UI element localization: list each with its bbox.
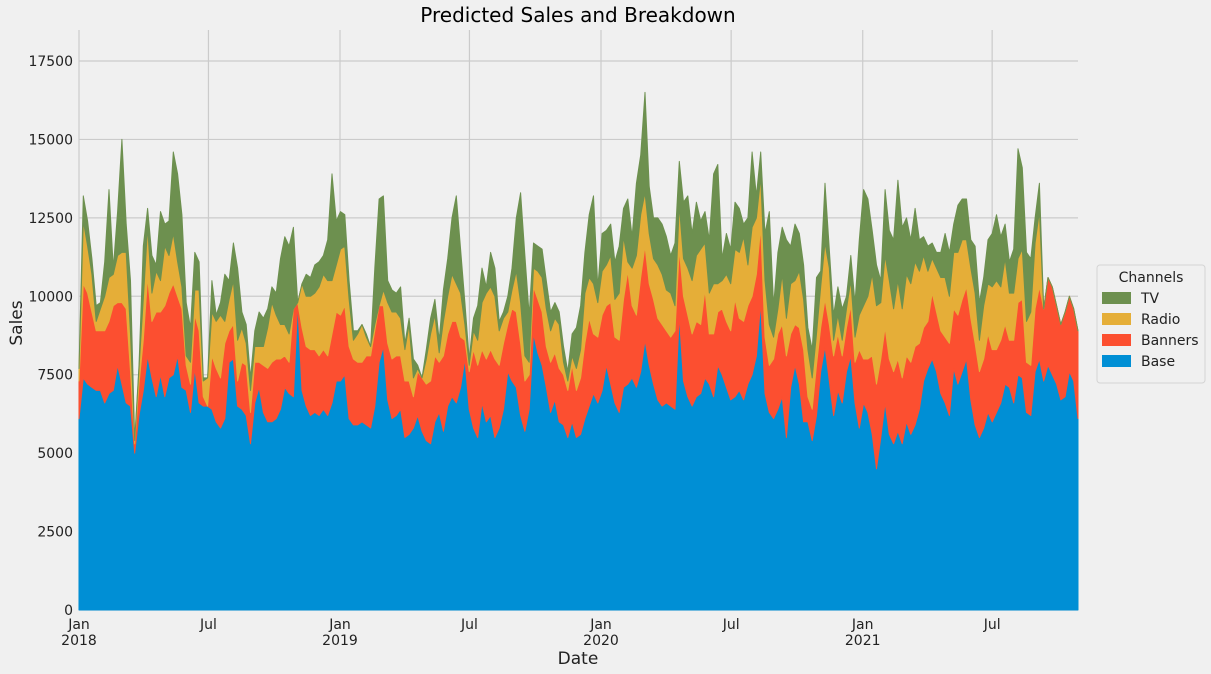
- legend: Channels TV Radio Banners Base: [1096, 264, 1206, 384]
- y-tick-label: 5000: [37, 446, 73, 462]
- legend-title: Channels: [1119, 270, 1184, 286]
- x-tick-label: Jul: [199, 617, 217, 633]
- y-axis-label: Sales: [7, 300, 27, 345]
- y-tick-label: 12500: [28, 211, 73, 227]
- y-tick-label: 7500: [37, 368, 73, 384]
- x-tick-label: Jan: [589, 617, 612, 633]
- y-tick-label: 15000: [28, 132, 73, 148]
- legend-entry-tv: TV: [1140, 291, 1160, 307]
- x-axis-label: Date: [558, 649, 599, 669]
- y-tick-label: 10000: [28, 289, 73, 305]
- x-tick-year-label: 2021: [845, 633, 881, 649]
- y-axis-ticks: 0 2500 5000 7500 10000 12500 15000 17500: [28, 54, 73, 619]
- x-tick-year-label: 2019: [322, 633, 358, 649]
- legend-entry-banners: Banners: [1141, 333, 1199, 349]
- x-tick-label: Jan: [328, 617, 351, 633]
- legend-swatch-base: [1102, 355, 1131, 367]
- x-tick-label: Jan: [851, 617, 874, 633]
- legend-swatch-tv: [1102, 292, 1131, 304]
- x-tick-year-label: 2020: [583, 633, 619, 649]
- legend-swatch-banners: [1102, 334, 1131, 346]
- legend-entry-radio: Radio: [1141, 312, 1180, 328]
- y-tick-label: 2500: [37, 525, 73, 541]
- x-tick-label: Jan: [67, 617, 90, 633]
- chart-title: Predicted Sales and Breakdown: [420, 3, 735, 27]
- x-tick-label: Jul: [722, 617, 740, 633]
- y-tick-label: 17500: [28, 54, 73, 70]
- legend-swatch-radio: [1102, 313, 1131, 325]
- area-series: [78, 91, 1079, 611]
- x-tick-year-label: 2018: [61, 633, 97, 649]
- y-tick-label: 0: [64, 603, 73, 619]
- area-tv: [78, 91, 1079, 442]
- x-tick-label: Jul: [460, 617, 478, 633]
- legend-entry-base: Base: [1141, 354, 1175, 370]
- x-tick-label: Jul: [983, 617, 1001, 633]
